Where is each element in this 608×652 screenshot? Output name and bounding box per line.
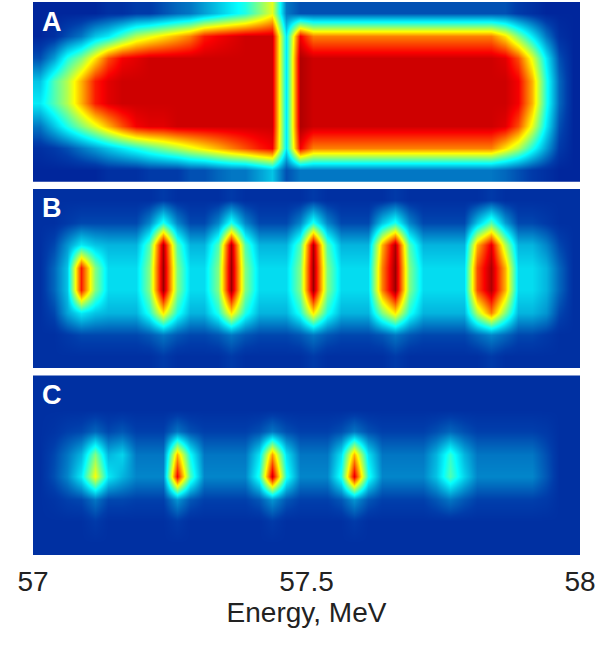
svg-text:57.5: 57.5 [279, 566, 334, 597]
svg-text:A: A [42, 7, 62, 37]
svg-text:57: 57 [17, 566, 48, 597]
svg-text:C: C [42, 380, 62, 410]
svg-text:B: B [42, 193, 62, 223]
svg-text:Energy, MeV: Energy, MeV [227, 597, 387, 628]
svg-text:58: 58 [564, 566, 595, 597]
